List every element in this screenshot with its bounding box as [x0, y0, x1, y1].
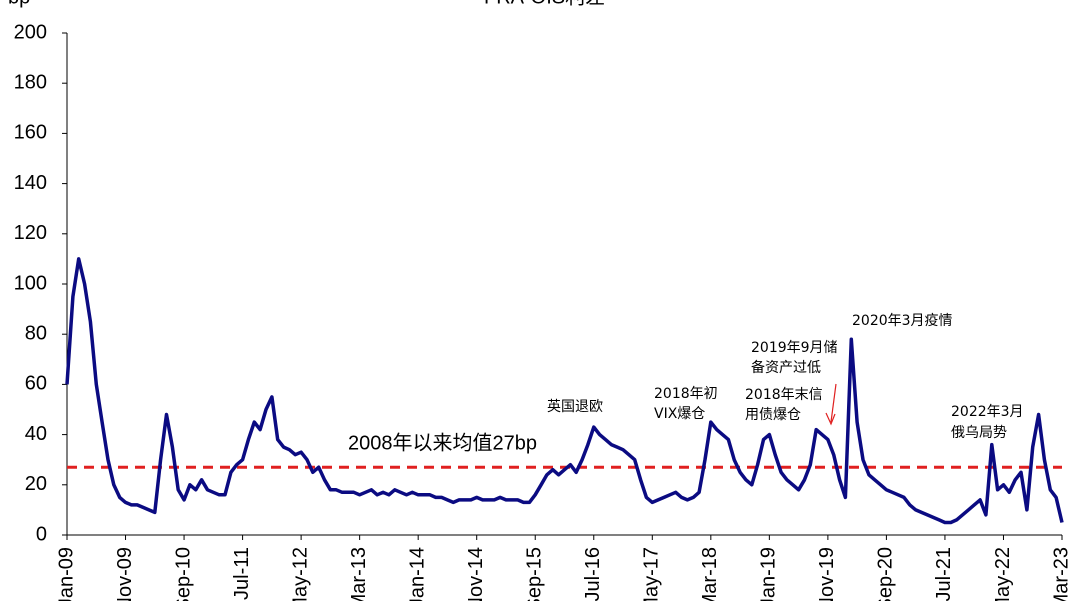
x-tick-label: Sep-10: [172, 547, 194, 601]
y-tick-label: 200: [14, 21, 47, 43]
series-line: [65, 257, 1064, 525]
annotation: 用债爆仓: [745, 407, 801, 423]
mean-label: 2008年以来均值27bp: [348, 431, 537, 454]
x-tick-label: May-17: [641, 547, 663, 601]
legend-label: FRA-OIS利差: [484, 0, 605, 8]
annotation: 2018年末信: [745, 387, 823, 403]
x-tick-label: May-22: [992, 547, 1014, 601]
arrow: [830, 383, 837, 423]
y-tick-label: 140: [14, 172, 47, 194]
x-tick-label: Jan-19: [758, 547, 780, 601]
x-tick-label: Jan-14: [406, 547, 428, 601]
annotation: 俄乌局势: [951, 425, 1007, 441]
arrow-head: [825, 412, 836, 426]
y-tick-label: 20: [25, 473, 47, 495]
x-tick-label: Sep-15: [524, 547, 546, 601]
annotation: 备资产过低: [751, 359, 821, 376]
annotation: 2018年初: [654, 385, 718, 402]
x-tick-label: Jul-11: [231, 547, 253, 600]
annotation: VIX爆仓: [654, 406, 705, 422]
x-tick-label: Sep-20: [875, 547, 897, 601]
annotation: 英国退欧: [547, 398, 603, 415]
y-tick-label: 100: [14, 272, 47, 294]
x-tick-label: Jul-21: [933, 547, 955, 601]
x-tick-label: Nov-09: [114, 547, 136, 601]
y-axis-label: bp: [8, 0, 30, 8]
annotation: 2022年3月: [951, 404, 1024, 420]
x-tick-label: Nov-19: [816, 547, 838, 601]
annotation: 2019年9月储: [751, 340, 838, 356]
x-tick-label: Mar-13: [348, 547, 370, 601]
y-tick-label: 60: [25, 373, 47, 395]
x-tick-label: May-12: [289, 547, 311, 601]
x-tick-label: Mar-18: [699, 547, 721, 601]
y-tick-label: 180: [14, 71, 47, 93]
x-tick-label: Jan-09: [55, 547, 77, 601]
y-tick-label: 40: [25, 423, 47, 445]
x-tick-label: Nov-14: [465, 547, 487, 601]
x-tick-label: Jul-16: [582, 547, 604, 601]
y-tick-label: 160: [14, 122, 47, 144]
y-tick-label: 120: [14, 222, 47, 244]
x-tick-label: Mar-23: [1050, 547, 1072, 601]
annotation: 2020年3月疫情: [852, 313, 953, 329]
y-tick-label: 80: [25, 322, 47, 344]
y-tick-label: 0: [36, 523, 47, 545]
